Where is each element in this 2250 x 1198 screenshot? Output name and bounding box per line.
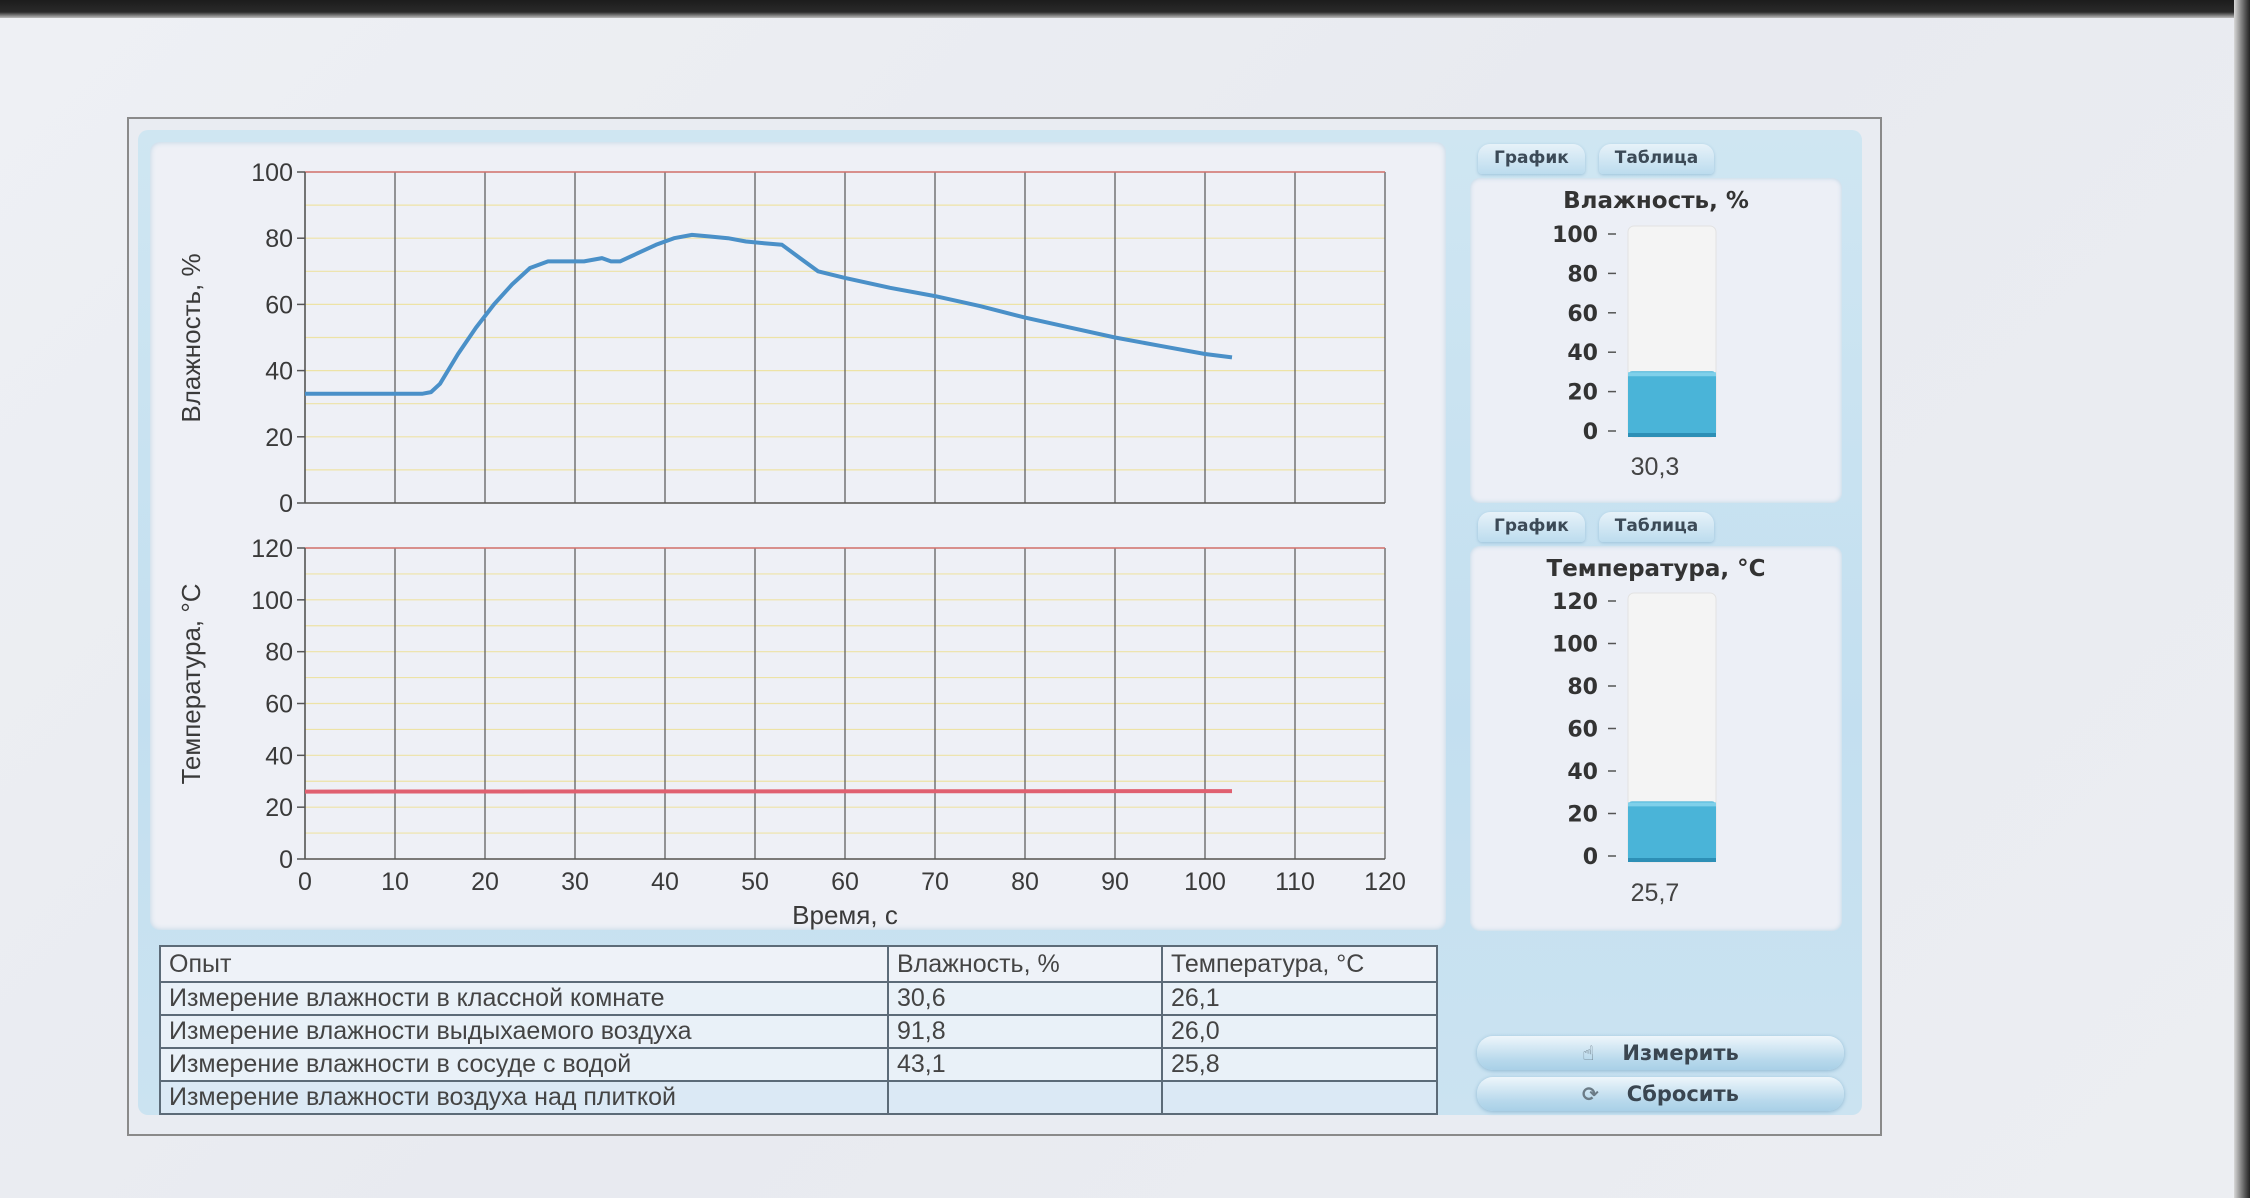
x-tick-label: 60 <box>831 868 859 896</box>
hand-icon: ☝ <box>1582 1041 1595 1065</box>
series-line <box>304 789 1233 794</box>
cell-experiment: Измерение влажности в классной комнате <box>159 981 889 1016</box>
cell-temperature <box>1161 1080 1438 1115</box>
x-tick-label: 90 <box>1101 868 1129 896</box>
cell-temperature: 26,1 <box>1161 981 1438 1016</box>
temperature-gauge-title: Температура, °С <box>1546 556 1766 582</box>
gauge-tick-label: 20 <box>1567 381 1598 406</box>
scan-edge-right <box>2234 0 2250 1198</box>
header-humidity[interactable]: Влажность, % <box>887 945 1163 983</box>
temperature-gauge-value: 25,7 <box>1630 879 1680 907</box>
x-tick-label: 20 <box>471 868 499 896</box>
cell-humidity: 30,6 <box>887 981 1163 1016</box>
cell-experiment: Измерение влажности в сосуде с водой <box>159 1047 889 1082</box>
series-line <box>305 232 1233 396</box>
measure-button[interactable]: ☝ Измерить <box>1477 1036 1844 1070</box>
cell-temperature: 26,0 <box>1161 1014 1438 1049</box>
tab-humidity-chart[interactable]: График <box>1478 144 1585 174</box>
x-tick-label: 120 <box>1364 868 1406 896</box>
gauge-tick-label: 80 <box>1567 262 1598 287</box>
temperature-axis-label: Температура, °С <box>176 583 206 784</box>
temperature-gauge-card: Температура, °С 0 20 40 60 80 100 120 25,7 <box>1470 546 1842 931</box>
y-tick-label: 20 <box>265 794 293 822</box>
x-tick-label: 30 <box>561 868 589 896</box>
table-row[interactable]: Измерение влажности в классной комнате 3… <box>159 981 1438 1016</box>
x-tick-label: 40 <box>651 868 679 896</box>
humidity-gauge-value: 30,3 <box>1630 453 1680 481</box>
y-tick-label: 40 <box>265 358 293 386</box>
measure-button-label: Измерить <box>1622 1041 1739 1065</box>
tab-humidity-table[interactable]: Таблица <box>1598 144 1715 174</box>
y-tick-label: 20 <box>265 424 293 452</box>
gauge-fill <box>1628 801 1716 862</box>
gauge-tick-label: 100 <box>1552 633 1598 658</box>
gauge-tick-label: 60 <box>1567 718 1598 743</box>
x-tick-label: 100 <box>1184 868 1226 896</box>
experiments-table: Опыт Влажность, % Температура, °С Измере… <box>159 945 1438 1115</box>
charts-svg: 0 20 40 60 80 100 0 20 40 60 80 100 120 0 10 20 30 40 50 6… <box>176 159 1406 930</box>
x-tick-label: 70 <box>921 868 949 896</box>
temperature-gauge: 0 20 40 60 80 100 120 <box>1552 590 1717 870</box>
table-row[interactable]: Измерение влажности в сосуде с водой 43,… <box>159 1047 1438 1082</box>
header-experiment[interactable]: Опыт <box>159 945 889 983</box>
gauge-fill <box>1628 371 1716 437</box>
time-axis-label: Время, с <box>792 900 898 930</box>
gauge-tick-label: 0 <box>1583 845 1598 870</box>
cell-experiment: Измерение влажности воздуха над плиткой <box>159 1080 889 1115</box>
gauge-tick-label: 60 <box>1567 302 1598 327</box>
reset-button[interactable]: ⟳ Сбросить <box>1477 1077 1844 1111</box>
temperature-tabs: График Таблица <box>1478 512 1715 542</box>
y-tick-label: 40 <box>265 742 293 770</box>
humidity-tabs: График Таблица <box>1478 144 1715 174</box>
cell-humidity <box>887 1080 1163 1115</box>
chart-panel: 0 20 40 60 80 100 0 20 40 60 80 100 120 0 10 20 30 40 50 6… <box>150 142 1446 930</box>
reset-button-label: Сбросить <box>1626 1082 1739 1106</box>
y-tick-label: 60 <box>265 691 293 719</box>
humidity-axis-label: Влажность, % <box>176 253 206 422</box>
gauge-tick-label: 100 <box>1552 223 1598 248</box>
cell-humidity: 43,1 <box>887 1047 1163 1082</box>
y-tick-label: 0 <box>279 846 293 874</box>
tab-temperature-chart[interactable]: График <box>1478 512 1585 542</box>
gauge-tick-label: 0 <box>1583 420 1598 445</box>
y-tick-label: 80 <box>265 225 293 253</box>
temperature-chart: 0 20 40 60 80 100 120 0 10 20 30 40 50 60 70 80 90 100 110… <box>251 535 1406 896</box>
header-temperature[interactable]: Температура, °С <box>1161 945 1438 983</box>
humidity-gauge-title: Влажность, % <box>1563 188 1749 214</box>
y-tick-label: 100 <box>251 159 293 187</box>
y-tick-label: 120 <box>251 535 293 563</box>
x-tick-label: 80 <box>1011 868 1039 896</box>
gauge-tick-label: 40 <box>1567 341 1598 366</box>
y-tick-label: 80 <box>265 639 293 667</box>
x-tick-label: 10 <box>381 868 409 896</box>
humidity-chart: 0 20 40 60 80 100 <box>251 159 1386 518</box>
humidity-gauge-card: Влажность, % 0 20 40 60 80 100 30,3 <box>1470 178 1842 503</box>
refresh-icon: ⟳ <box>1582 1082 1599 1106</box>
tab-temperature-table[interactable]: Таблица <box>1598 512 1715 542</box>
gauge-tick-label: 80 <box>1567 675 1598 700</box>
y-tick-label: 60 <box>265 291 293 319</box>
table-row-selected[interactable]: Измерение влажности воздуха над плиткой <box>159 1080 1438 1115</box>
gauge-tick-label: 120 <box>1552 590 1598 615</box>
gauge-tick-label: 40 <box>1567 760 1598 785</box>
x-tick-label: 110 <box>1275 868 1315 896</box>
table-header-row: Опыт Влажность, % Температура, °С <box>159 945 1438 983</box>
cell-experiment: Измерение влажности выдыхаемого воздуха <box>159 1014 889 1049</box>
y-tick-label: 0 <box>279 490 293 518</box>
scan-edge-top <box>0 0 2250 18</box>
cell-temperature: 25,8 <box>1161 1047 1438 1082</box>
x-tick-label: 50 <box>741 868 769 896</box>
x-tick-label: 0 <box>298 868 312 896</box>
table-row[interactable]: Измерение влажности выдыхаемого воздуха … <box>159 1014 1438 1049</box>
gauge-tick-label: 20 <box>1567 803 1598 828</box>
cell-humidity: 91,8 <box>887 1014 1163 1049</box>
y-tick-label: 100 <box>251 587 293 615</box>
humidity-gauge: 0 20 40 60 80 100 <box>1552 223 1717 445</box>
